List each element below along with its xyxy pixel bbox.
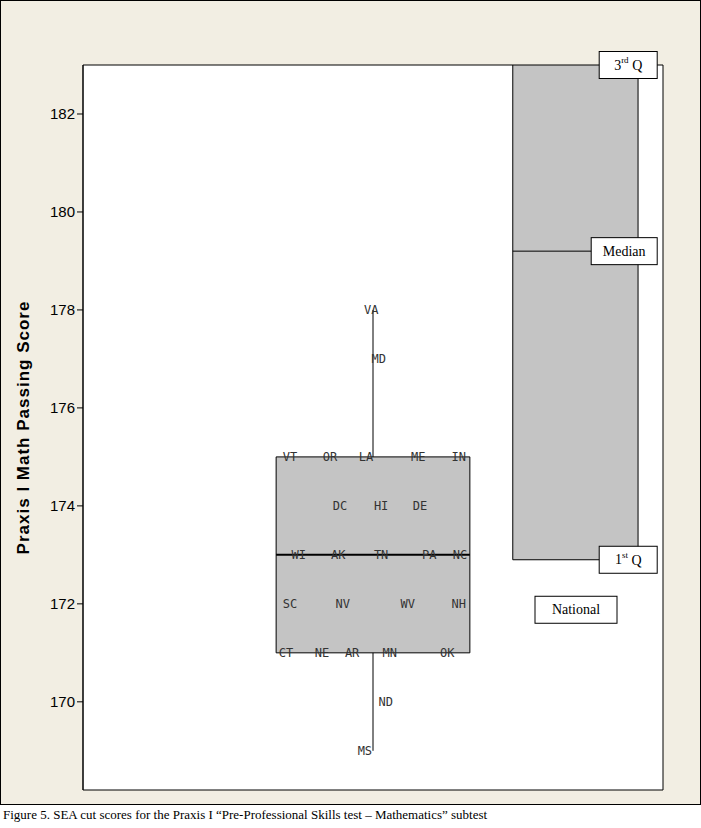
svg-text:National: National — [552, 602, 600, 617]
svg-text:DC: DC — [333, 499, 347, 513]
html-text:Figure 5. SEA cut scores for t: Figure 5. SEA cut scores for the Praxis … — [3, 807, 488, 822]
svg-text:HI: HI — [374, 499, 388, 513]
svg-text:AR: AR — [345, 646, 360, 660]
svg-text:NE: NE — [315, 646, 329, 660]
svg-text:AK: AK — [331, 548, 346, 562]
svg-text:NC: NC — [453, 548, 467, 562]
svg-text:MD: MD — [372, 352, 386, 366]
svg-text:MN: MN — [383, 646, 397, 660]
svg-text:SC: SC — [283, 597, 297, 611]
svg-text:1st Q: 1st Q — [615, 550, 642, 568]
svg-text:VA: VA — [364, 303, 379, 317]
svg-text:PA: PA — [422, 548, 437, 562]
svg-text:Praxis I Math Passing Score: Praxis I Math Passing Score — [14, 301, 33, 555]
svg-text:VT: VT — [283, 450, 297, 464]
svg-text:WI: WI — [292, 548, 306, 562]
svg-text:172: 172 — [50, 595, 75, 612]
svg-text:ND: ND — [379, 695, 393, 709]
svg-text:178: 178 — [50, 301, 75, 318]
svg-text:OR: OR — [323, 450, 338, 464]
svg-text:170: 170 — [50, 693, 75, 710]
svg-text:CT: CT — [279, 646, 293, 660]
svg-text:OK: OK — [440, 646, 455, 660]
svg-text:Median: Median — [603, 244, 646, 259]
svg-text:IN: IN — [452, 450, 466, 464]
svg-text:LA: LA — [359, 450, 374, 464]
svg-text:180: 180 — [50, 203, 75, 220]
svg-text:182: 182 — [50, 105, 75, 122]
svg-text:WV: WV — [401, 597, 415, 611]
svg-text:174: 174 — [50, 497, 75, 514]
svg-text:TN: TN — [374, 548, 388, 562]
svg-text:NH: NH — [452, 597, 466, 611]
svg-text:176: 176 — [50, 399, 75, 416]
svg-text:MS: MS — [358, 744, 372, 758]
svg-text:NV: NV — [336, 597, 350, 611]
svg-text:DE: DE — [413, 499, 427, 513]
svg-text:ME: ME — [411, 450, 425, 464]
svg-text:3rd Q: 3rd Q — [614, 55, 642, 73]
